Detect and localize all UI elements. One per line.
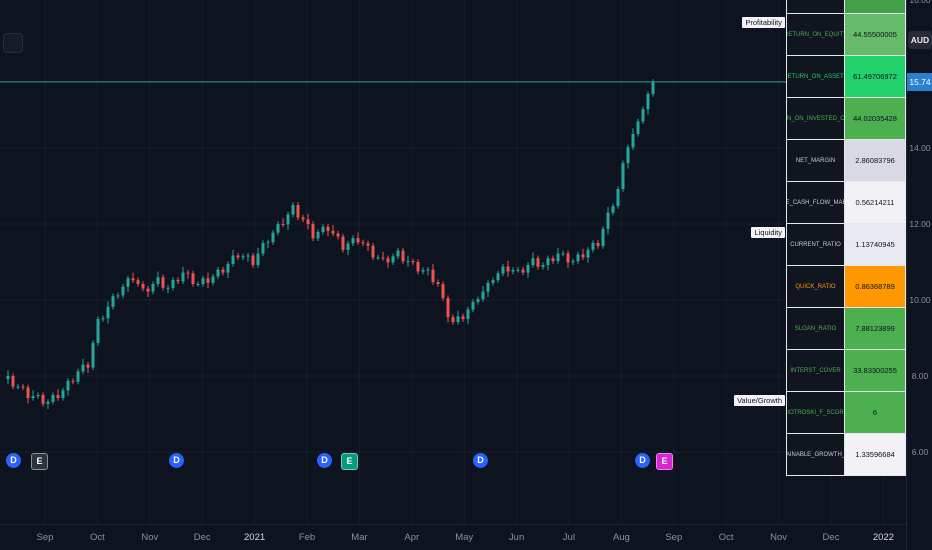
time-axis-label: Dec xyxy=(193,532,211,543)
last-price-badge: 15.74 xyxy=(907,73,932,91)
metric-value: 61.49706972 xyxy=(845,56,905,97)
metric-name xyxy=(787,0,844,13)
time-axis-label: Apr xyxy=(404,532,420,543)
time-axis-label: Oct xyxy=(718,532,734,543)
earnings-marker[interactable]: E xyxy=(31,453,48,470)
time-axis-label: Sep xyxy=(665,532,683,543)
time-axis-label: 2022 xyxy=(872,532,894,543)
dividend-marker[interactable]: D xyxy=(169,453,184,468)
metric-value: 1.33596684 xyxy=(845,434,905,475)
dividend-marker[interactable]: D xyxy=(473,453,488,468)
time-axis-label: Jun xyxy=(508,532,525,543)
chart-logo-button[interactable] xyxy=(3,33,23,53)
price-tick-partial: 16.00 xyxy=(909,0,931,5)
time-axis-label: Nov xyxy=(770,532,788,543)
price-tick-label: 14.00 xyxy=(909,143,931,153)
time-axis[interactable]: Sep Oct Nov Dec 2021 Feb Mar Apr May Jun Jul Aug Sep… xyxy=(0,524,932,550)
metric-row: NET_MARGIN 2.86083796 xyxy=(787,140,905,181)
metric-name: RETURN_ON_ASSETS xyxy=(787,56,844,97)
metric-name: NET_MARGIN xyxy=(787,140,844,181)
dividend-marker[interactable]: D xyxy=(6,453,21,468)
dividend-marker[interactable]: D xyxy=(317,453,332,468)
candlestick-chart[interactable] xyxy=(0,0,906,524)
metric-name: SLOAN_RATIO xyxy=(787,308,844,349)
time-axis-label: Nov xyxy=(141,532,159,543)
dividend-marker[interactable]: D xyxy=(635,453,650,468)
metric-name: FREE_CASH_FLOW_MARGIN xyxy=(787,182,844,223)
fundamentals-table: Profitability RETURN_ON_EQUITY 44.55500005… xyxy=(734,0,906,476)
price-tick-label: 6.00 xyxy=(911,447,929,457)
metric-name: RETURN_ON_EQUITY xyxy=(787,14,844,55)
metric-name: PIOTROSKI_F_SCORE xyxy=(787,392,844,433)
metric-value: 2.86083796 xyxy=(845,140,905,181)
metric-name: QUICK_RATIO xyxy=(787,266,844,307)
metric-row: SLOAN_RATIO 7.88123899 xyxy=(787,308,905,349)
metric-name: INTERST_COVER xyxy=(787,350,844,391)
metric-row: SUSTAINABLE_GROWTH_RATE1.33596684 xyxy=(787,434,905,475)
price-tick-label: 12.00 xyxy=(909,219,931,229)
metric-value: 0.56214211 xyxy=(845,182,905,223)
metric-value: 6 xyxy=(845,392,905,433)
metric-name: RETURN_ON_INVESTED_CAPITAL xyxy=(787,98,844,139)
metric-value: 1.13740945 xyxy=(845,224,905,265)
metric-name: CURRENT_RATIO xyxy=(787,224,844,265)
metric-name: SUSTAINABLE_GROWTH_RATE xyxy=(787,434,844,475)
price-tick-label: 8.00 xyxy=(911,371,929,381)
metric-row: Value/GrowthPIOTROSKI_F_SCORE6 xyxy=(734,392,905,433)
metric-category-label: Profitability xyxy=(742,17,785,28)
metric-category-label: Liquidity xyxy=(751,227,785,238)
time-axis-label: Jul xyxy=(562,532,576,543)
metric-value: 44.55500005 xyxy=(845,14,905,55)
currency-badge[interactable]: AUD xyxy=(908,31,932,49)
metric-row: QUICK_RATIO 0.86368789 xyxy=(787,266,905,307)
time-axis-label: Aug xyxy=(612,532,630,543)
metric-value: 33.83300255 xyxy=(845,350,905,391)
metric-row: Liquidity CURRENT_RATIO 1.13740945 xyxy=(751,224,905,265)
time-axis-label: Feb xyxy=(298,532,316,543)
metric-row: FREE_CASH_FLOW_MARGIN0.56214211 xyxy=(787,182,905,223)
metric-value: 0.86368789 xyxy=(845,266,905,307)
time-axis-label: Dec xyxy=(822,532,840,543)
price-tick-label: 10.00 xyxy=(909,295,931,305)
metric-row: RETURN_ON_ASSETS61.49706972 xyxy=(787,56,905,97)
metric-category-label: Value/Growth xyxy=(734,395,785,406)
time-axis-label: Oct xyxy=(90,532,105,543)
metric-value: 44.02035428 xyxy=(845,98,905,139)
metric-value: 7.88123899 xyxy=(845,308,905,349)
metric-value xyxy=(845,0,905,13)
time-axis-label: Sep xyxy=(36,532,54,543)
earnings-marker[interactable]: E xyxy=(656,453,673,470)
metric-row: Profitability RETURN_ON_EQUITY 44.55500005 xyxy=(742,14,905,55)
time-axis-label: 2021 xyxy=(244,532,266,543)
time-axis-label: Mar xyxy=(351,532,368,543)
metric-row xyxy=(787,0,905,13)
metric-row: RETURN_ON_INVESTED_CAPITAL44.02035428 xyxy=(787,98,905,139)
time-axis-label: May xyxy=(455,532,474,543)
earnings-marker[interactable]: E xyxy=(341,453,358,470)
metric-row: INTERST_COVER 33.83300255 xyxy=(787,350,905,391)
price-axis[interactable]: 16.00 AUD 15.74 6.00 8.00 10.00 12.00 14.00 xyxy=(906,0,932,550)
